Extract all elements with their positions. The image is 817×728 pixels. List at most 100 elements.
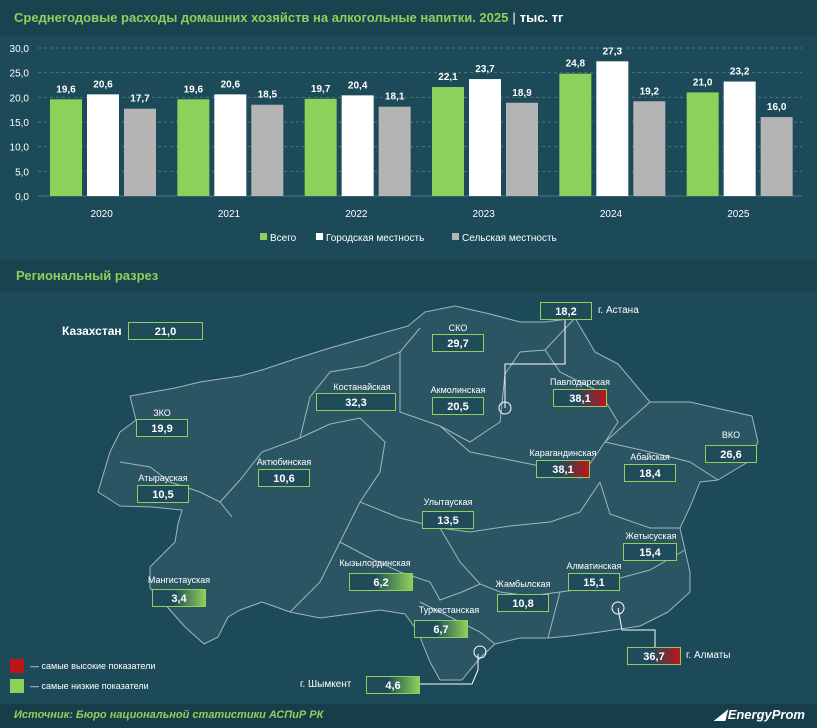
map-border-zhambyl: [547, 591, 561, 639]
logo-text: EnergyProm: [727, 707, 805, 722]
astana-marker: [498, 401, 512, 415]
title-unit: тыс. тг: [519, 10, 564, 25]
bar: [596, 61, 629, 196]
bar: [432, 86, 464, 196]
region-karaganda-value: 38,1: [536, 460, 590, 478]
x-tick-label: 2021: [218, 209, 241, 220]
shymkent-marker: [473, 645, 487, 659]
shymkent-leader: [420, 654, 479, 685]
data-label: 19,2: [640, 86, 660, 97]
region-kyzylorda-name: Кызылординская: [339, 558, 411, 568]
data-label: 16,0: [767, 102, 787, 113]
region-kostanay-value: 32,3: [316, 393, 396, 411]
bar: [341, 95, 374, 196]
region-aktobe-value: 10,6: [258, 469, 310, 487]
data-label: 20,6: [221, 79, 241, 90]
data-label: 19,6: [184, 84, 204, 95]
bar: [686, 92, 719, 196]
region-sko-value: 29,7: [432, 334, 484, 352]
title-separator: |: [512, 10, 516, 25]
region-zhambyl-name: Жамбылская: [495, 579, 551, 589]
bar: [304, 98, 337, 196]
kazakhstan-label: Казахстан: [62, 324, 122, 338]
bar: [378, 106, 411, 196]
region-mangystau-value: 3,4: [152, 589, 206, 607]
map-border-ulytau: [359, 481, 601, 533]
data-label: 27,3: [603, 46, 623, 57]
bar-chart: 0,0 5,0 10,0 15,0 20,0 25,0 30,0 19,6 20,6 17,7 20…: [10, 44, 802, 244]
legend-high-label: — самые высокие показатели: [30, 661, 156, 671]
regional-band: [0, 260, 817, 292]
map-border-aktobe: [219, 417, 386, 613]
legend-low-swatch: [10, 679, 24, 693]
city-almaty-name: г. Алматы: [686, 650, 731, 661]
legend-swatch: [452, 233, 459, 240]
region-almaty-reg-value: 15,1: [568, 573, 620, 591]
region-abay-value: 18,4: [624, 464, 676, 482]
x-tick-label: 2022: [345, 209, 368, 220]
map-border-zhetysu: [599, 481, 680, 529]
data-label: 18,9: [512, 88, 532, 99]
data-label: 20,6: [93, 79, 113, 90]
data-label: 24,8: [566, 59, 586, 70]
x-tick-label: 2020: [91, 209, 114, 220]
region-kostanay-name: Костанайская: [333, 382, 391, 392]
regional-title: Региональный разрез: [16, 268, 159, 283]
region-mangystau-name: Мангистауская: [147, 575, 211, 585]
legend-swatch: [316, 233, 323, 240]
map-border-abay: [604, 441, 719, 481]
bar: [124, 108, 156, 196]
almaty-marker: [611, 601, 625, 615]
chart-title: Среднегодовые расходы домашних хозяйств …: [14, 10, 563, 25]
region-atyrau-name: Атырауская: [138, 473, 188, 483]
region-turkestan-name: Туркестанская: [418, 605, 480, 615]
region-zhetysu-value: 15,4: [623, 543, 677, 561]
bar: [50, 99, 82, 196]
data-label: 19,6: [56, 84, 76, 95]
region-zhetysu-name: Жетысуская: [625, 531, 677, 541]
region-aktobe-name: Актюбинская: [256, 457, 312, 467]
bar: [506, 102, 538, 196]
y-tick-label: 15,0: [10, 118, 30, 129]
y-tick-label: 30,0: [10, 44, 30, 55]
region-turkestan-value: 6,7: [414, 620, 468, 638]
region-akmola-value: 20,5: [432, 397, 484, 415]
y-tick-label: 25,0: [10, 69, 30, 80]
bar: [633, 101, 666, 196]
data-label: 23,7: [475, 64, 495, 75]
astana-leader: [504, 320, 566, 408]
region-sko-name: СКО: [448, 323, 468, 333]
region-ulytau-value: 13,5: [422, 511, 474, 529]
logo-mark-icon: ◢: [714, 706, 726, 722]
kazakhstan-value: 21,0: [128, 322, 203, 340]
y-tick-label: 0,0: [15, 192, 29, 203]
region-vko-value: 26,6: [705, 445, 757, 463]
data-label: 23,2: [730, 67, 750, 78]
region-pavlodar-name: Павлодарская: [550, 377, 610, 387]
region-pavlodar-value: 38,1: [553, 389, 607, 407]
bar: [251, 104, 284, 196]
region-zhambyl-value: 10,8: [497, 594, 549, 612]
footer-band: [0, 704, 817, 728]
region-zko-name: ЗКО: [153, 408, 171, 418]
data-label: 18,5: [258, 90, 278, 101]
region-akmola-name: Акмолинская: [430, 385, 486, 395]
header-band: [0, 0, 817, 36]
legend-high-swatch: [10, 659, 24, 673]
bar: [723, 81, 756, 196]
bar: [760, 117, 793, 196]
city-astana-value: 18,2: [540, 302, 592, 320]
data-label: 20,4: [348, 80, 368, 91]
region-atyrau-value: 10,5: [137, 485, 189, 503]
bar: [214, 94, 247, 196]
region-almaty-reg-name: Алматинская: [566, 561, 622, 571]
bar: [87, 94, 119, 196]
legend-label: Всего: [270, 233, 297, 244]
city-shymkent-name: г. Шымкент: [300, 679, 352, 690]
y-tick-label: 20,0: [10, 93, 30, 104]
data-label: 18,1: [385, 92, 405, 103]
bar: [177, 99, 210, 196]
region-karaganda-name: Карагандинская: [529, 448, 597, 458]
city-almaty-value: 36,7: [627, 647, 681, 665]
bar: [469, 79, 501, 196]
